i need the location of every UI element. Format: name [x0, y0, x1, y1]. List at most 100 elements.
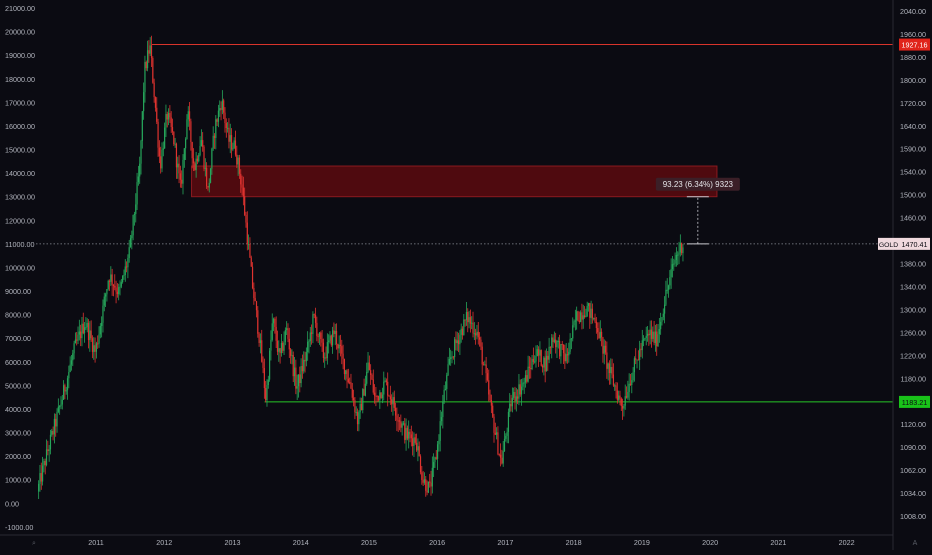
candle-body [515, 396, 517, 402]
candle-body [480, 339, 482, 347]
candle-body [97, 343, 99, 345]
right-axis-tick-label: 1800.00 [900, 76, 926, 85]
candle-body [182, 159, 184, 184]
left-axis-tick-label: 16000.00 [5, 122, 35, 131]
candle-body [44, 460, 46, 466]
candle-body [616, 390, 618, 400]
candle-body [89, 330, 91, 341]
candle-body [141, 111, 143, 141]
candle-body [221, 100, 223, 110]
candle-body [370, 370, 372, 375]
candle-body [376, 395, 378, 397]
candle-body [530, 368, 532, 370]
candle-body [383, 381, 385, 395]
candle-body [312, 314, 314, 334]
candle-body [363, 389, 365, 396]
candle-body [675, 254, 678, 260]
candle-body [469, 317, 471, 324]
zoom-icon[interactable]: ⌕ [32, 540, 36, 547]
candle-body [631, 380, 633, 386]
candle-body [510, 403, 512, 407]
candle-body [371, 374, 373, 380]
candle-body [560, 344, 562, 357]
candle-body [171, 127, 174, 132]
candle-body [248, 244, 250, 246]
candle-body [325, 357, 327, 359]
candle-body [545, 355, 548, 372]
candle-body [448, 358, 450, 365]
candle-body [549, 346, 552, 348]
candle-body [110, 274, 112, 282]
candle-body [446, 375, 448, 389]
candle-body [106, 289, 108, 295]
candle-body [162, 148, 164, 150]
candle-body [632, 372, 634, 381]
left-axis-tick-label: 9000.00 [5, 287, 31, 296]
candle-body [305, 352, 307, 362]
candle-body [527, 366, 529, 382]
candle-body [61, 399, 63, 405]
right-axis-tick-label: 1960.00 [900, 30, 926, 39]
candle-body [82, 323, 84, 334]
candle-body [456, 340, 458, 344]
auto-scale-icon[interactable]: A [913, 540, 918, 547]
candle-body [618, 395, 620, 400]
candle-body [258, 333, 260, 343]
candle-body [275, 326, 277, 341]
candle-body [181, 179, 183, 184]
candle-body [78, 331, 80, 335]
candle-body [439, 421, 441, 441]
candle-body [404, 423, 406, 440]
candle-body [635, 358, 637, 360]
candle-body [408, 431, 410, 439]
candle-body [107, 280, 109, 290]
candle-body [392, 397, 394, 405]
candle-body [303, 359, 305, 372]
candle-body [654, 331, 657, 343]
left-axis-tick-label: 19000.00 [5, 51, 35, 60]
left-axis-tick-label: 13000.00 [5, 193, 35, 202]
right-axis-tick-label: 1260.00 [900, 328, 926, 337]
candle-body [213, 135, 216, 138]
resistance-zone[interactable] [191, 165, 718, 198]
candle-body [501, 457, 503, 464]
candle-body [76, 339, 78, 341]
candle-body [56, 411, 58, 427]
right-axis-tick-label: 1300.00 [900, 305, 926, 314]
candle-body [598, 332, 600, 339]
candle-body [394, 407, 397, 416]
candle-body [99, 325, 101, 335]
candle-body [518, 384, 520, 399]
candle-body [645, 335, 647, 339]
candle-body [422, 479, 424, 483]
candle-body [488, 380, 490, 395]
left-axis-tick-label: 21000.00 [5, 4, 35, 13]
candle-body [451, 356, 453, 358]
left-axis-tick-label: 3000.00 [5, 429, 31, 438]
candle-body [610, 367, 612, 374]
candle-body [547, 355, 549, 360]
candle-body [355, 412, 357, 414]
candle-body [278, 348, 280, 352]
candle-body [136, 182, 138, 205]
candle-body [636, 359, 638, 361]
measure-label-box [655, 177, 740, 191]
candle-body [431, 467, 433, 487]
right-axis-tick-label: 1062.00 [900, 466, 926, 475]
candle-body [304, 359, 306, 362]
candle-body [161, 149, 163, 169]
candle-body [194, 163, 196, 170]
candle-body [440, 417, 443, 422]
candle-body [39, 473, 41, 484]
candle-body [118, 287, 120, 295]
candle-body [274, 318, 276, 327]
candle-body [125, 266, 128, 268]
candle-body [624, 396, 626, 406]
candle-body [625, 396, 628, 398]
candle-body [520, 386, 523, 395]
candle-body [219, 108, 221, 111]
left-axis-tick-label: 18000.00 [5, 75, 35, 84]
candle-body [236, 154, 238, 165]
